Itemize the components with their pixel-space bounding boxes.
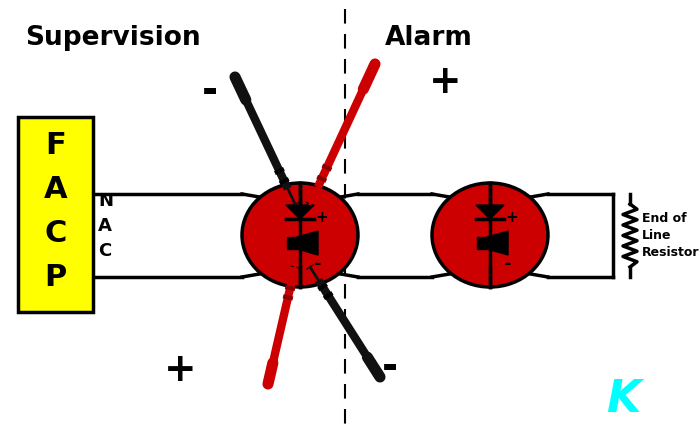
Text: +: + — [164, 350, 196, 388]
Text: End of
Line
Resistor: End of Line Resistor — [642, 212, 699, 259]
Text: F: F — [45, 131, 66, 160]
Text: C: C — [44, 219, 66, 248]
Text: Supervision: Supervision — [25, 25, 201, 51]
Text: +: + — [505, 210, 519, 225]
Ellipse shape — [242, 184, 358, 287]
Ellipse shape — [432, 184, 548, 287]
Text: A: A — [43, 175, 67, 204]
Text: +: + — [316, 210, 328, 225]
Text: -: - — [202, 73, 218, 111]
Bar — [287, 237, 297, 249]
Text: Alarm: Alarm — [385, 25, 473, 51]
Text: -: - — [314, 254, 322, 272]
Text: -: - — [382, 348, 398, 386]
Polygon shape — [297, 231, 318, 255]
Text: -: - — [504, 254, 512, 272]
Text: K: K — [606, 378, 640, 420]
Text: +: + — [428, 63, 461, 101]
Bar — [477, 237, 487, 249]
Polygon shape — [476, 205, 504, 219]
Text: N
A
C: N A C — [98, 191, 113, 259]
Polygon shape — [286, 205, 314, 219]
Polygon shape — [487, 231, 508, 255]
Bar — [18, 118, 93, 312]
Text: P: P — [44, 263, 66, 292]
